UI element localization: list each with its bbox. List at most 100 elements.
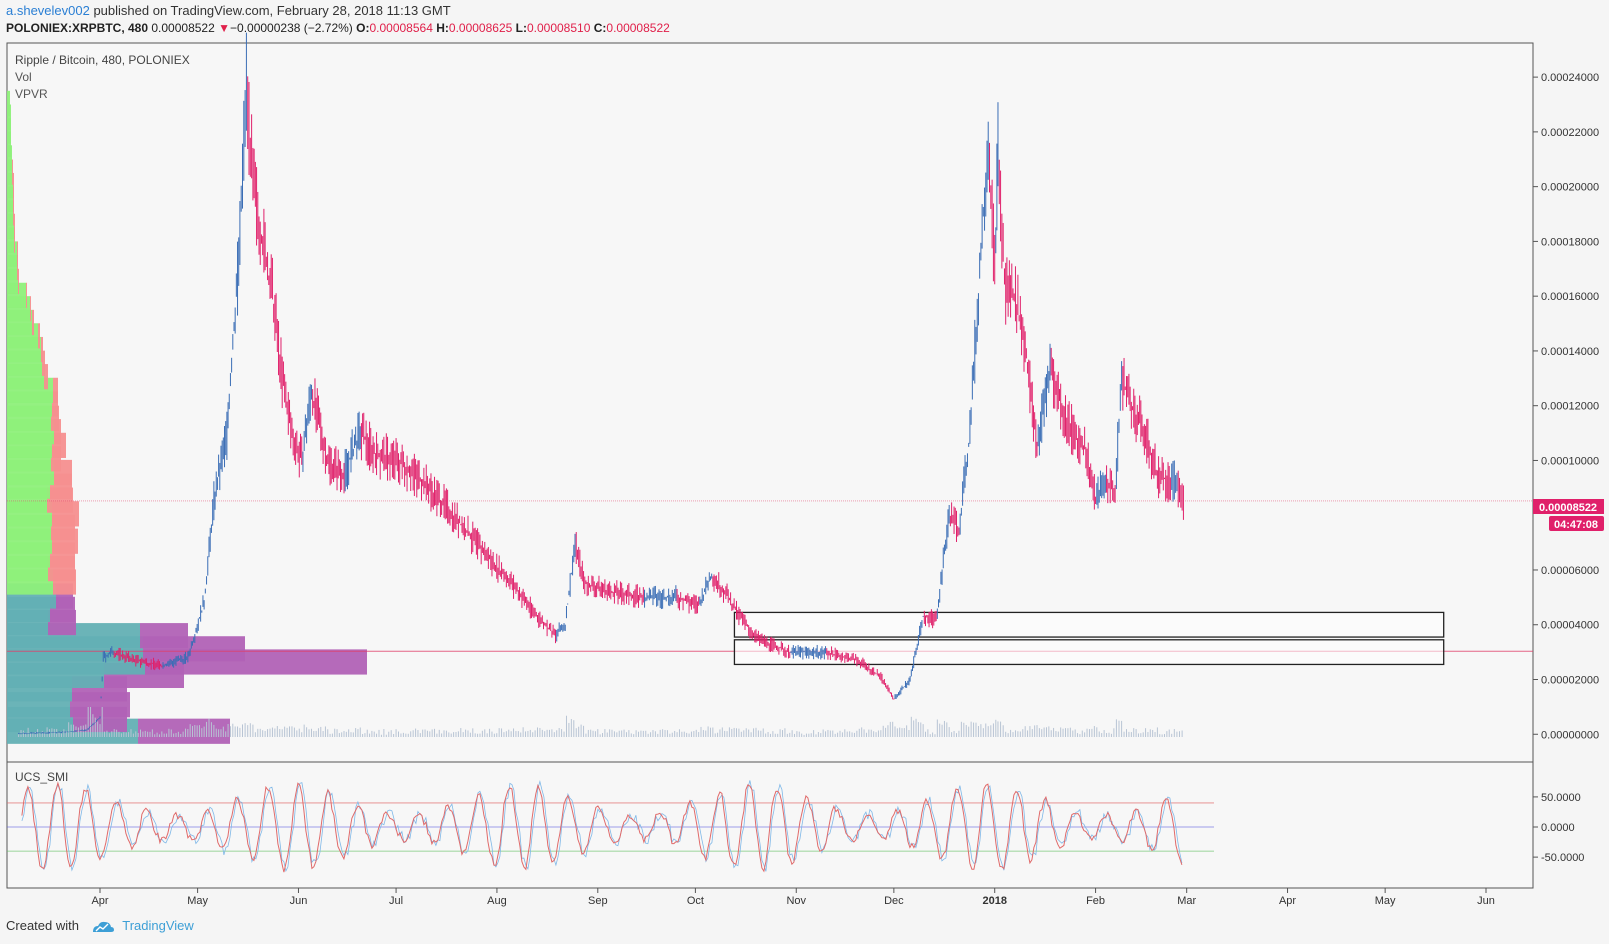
ohlc-bar: POLONIEX:XRPBTC, 480 0.00008522 ▼−0.0000… [6, 21, 670, 35]
time-tick-label: Sep [588, 895, 608, 907]
smi-series [7, 779, 1214, 873]
vpvr-bar-down [52, 391, 58, 417]
vpvr-bar-down [44, 364, 48, 390]
high-label: H: [436, 21, 449, 35]
time-tick-label: Apr [91, 895, 108, 907]
close-label: C: [593, 21, 607, 35]
vpvr-bar-down [26, 282, 27, 308]
vpvr-bar-up [7, 145, 12, 171]
rectangle-zones[interactable] [733, 611, 1445, 666]
countdown-badge [1549, 516, 1604, 531]
time-tick-label: 2018 [982, 895, 1006, 907]
price-series [18, 32, 1184, 735]
last-price-badge [1533, 499, 1604, 514]
open-value: 0.00008564 [369, 21, 433, 35]
time-tick-label: Jun [290, 895, 308, 907]
price-tick-label: 0.00006000 [1541, 565, 1599, 577]
price-tick-label: 0.00004000 [1541, 620, 1599, 632]
legend-vpvr: VPVR [15, 87, 48, 101]
time-tick-label: Nov [786, 895, 806, 907]
indicator-tick-label: -50.0000 [1541, 852, 1584, 864]
vpvr-bar-up [7, 213, 14, 239]
price-tick-label: 0.00000000 [1541, 729, 1599, 741]
vpvr-bar-down [140, 623, 188, 649]
vpvr-bar-down [12, 159, 13, 185]
vpvr-bar-up [7, 90, 10, 117]
smi-line [21, 781, 1183, 873]
close-value: 0.00008522 [606, 21, 670, 35]
price-tick-label: 0.00018000 [1541, 236, 1599, 248]
vpvr-bar-down [18, 268, 19, 294]
price-tick-label: 0.00022000 [1541, 127, 1599, 139]
created-with-text: Created with [6, 918, 79, 933]
zone-rectangle [733, 611, 1445, 638]
change-text: −0.00000238 (−2.72%) [230, 21, 353, 35]
vpvr-bar-down [14, 213, 15, 239]
vpvr-bar-up [7, 131, 11, 157]
vpvr-bar-down [138, 718, 230, 744]
vpvr-bar-up [7, 241, 17, 267]
legend-vol: Vol [15, 70, 32, 84]
indicator-tick-label: 0.0000 [1541, 822, 1575, 834]
time-tick-label: Oct [687, 895, 704, 907]
vpvr-bar-down [13, 172, 14, 199]
time-tick-label: May [1375, 895, 1396, 907]
vpvr-bar-down [51, 446, 61, 472]
vpvr-bar-up [7, 254, 17, 281]
vpvr-bar-up [7, 186, 13, 212]
vpvr-bar-down [53, 377, 58, 403]
vpvr-bar-down [17, 254, 18, 281]
author-link[interactable]: a.shevelev002 [6, 3, 90, 18]
time-axis-ticks: Apr May Jun Jul Aug Sep Oct Nov Dec 2018 Feb Mar Apr… [91, 888, 1495, 907]
vpvr-bar-down [32, 309, 34, 336]
time-tick-label: Aug [487, 895, 507, 907]
vpvr-bar-up [7, 104, 11, 130]
price-tick-label: 0.00002000 [1541, 675, 1599, 687]
price-tick-label: 0.00020000 [1541, 182, 1599, 194]
legend-indicator: UCS_SMI [15, 770, 68, 784]
publish-info: a.shevelev002 published on TradingView.c… [6, 3, 451, 18]
time-tick-label: Mar [1177, 895, 1196, 907]
last-price-badge-text: 0.00008522 [1539, 502, 1597, 514]
footer: Created with TradingView [6, 918, 194, 934]
vpvr-bar-up [7, 227, 14, 253]
vpvr-bar-down [30, 296, 31, 322]
vpvr-bar-down [38, 323, 40, 349]
price-tick-label: 0.00016000 [1541, 291, 1599, 303]
vpvr-bar-up [7, 268, 18, 294]
vpvr-bar-down [17, 241, 18, 267]
time-tick-label: Apr [1279, 895, 1296, 907]
countdown-badge-text: 04:47:08 [1554, 519, 1598, 531]
vpvr-bar-down [42, 350, 45, 376]
vpvr-bar-up [7, 200, 13, 226]
vpvr-bar-up [7, 118, 11, 144]
tradingview-logo-icon [92, 921, 114, 932]
zone-rectangle [733, 639, 1445, 666]
down-arrow-icon: ▼ [218, 21, 231, 35]
low-label: L: [515, 21, 527, 35]
price-axis-ticks: 0.00000000 0.00002000 0.00004000 0.00006000… [1533, 72, 1599, 741]
price-tick-label: 0.00012000 [1541, 401, 1599, 413]
volume-bars [18, 707, 1183, 737]
time-tick-label: Feb [1086, 895, 1105, 907]
time-tick-label: Dec [884, 895, 904, 907]
vpvr-bar-down [54, 419, 61, 445]
price-tick-label: 0.00010000 [1541, 455, 1599, 467]
high-value: 0.00008625 [448, 21, 513, 35]
symbol-line: POLONIEX:XRPBTC, 480 [6, 21, 149, 35]
vpvr-profile [7, 90, 367, 744]
vpvr-bar-down [51, 405, 59, 431]
last-price: 0.00008522 [151, 21, 215, 35]
low-value: 0.00008510 [526, 21, 591, 35]
time-tick-label: Jun [1477, 895, 1495, 907]
time-tick-label: Jul [389, 895, 403, 907]
tradingview-link[interactable]: TradingView [122, 918, 194, 933]
open-label: O: [356, 21, 370, 35]
legend-main: Ripple / Bitcoin, 480, POLONIEX [15, 53, 190, 67]
vpvr-bar-down [41, 336, 43, 363]
indicator-tick-label: 50.0000 [1541, 792, 1581, 804]
price-tick-label: 0.00024000 [1541, 72, 1599, 84]
time-tick-label: May [187, 895, 208, 907]
indicator-axis-ticks: 50.0000 0.0000 -50.0000 [1533, 792, 1584, 864]
